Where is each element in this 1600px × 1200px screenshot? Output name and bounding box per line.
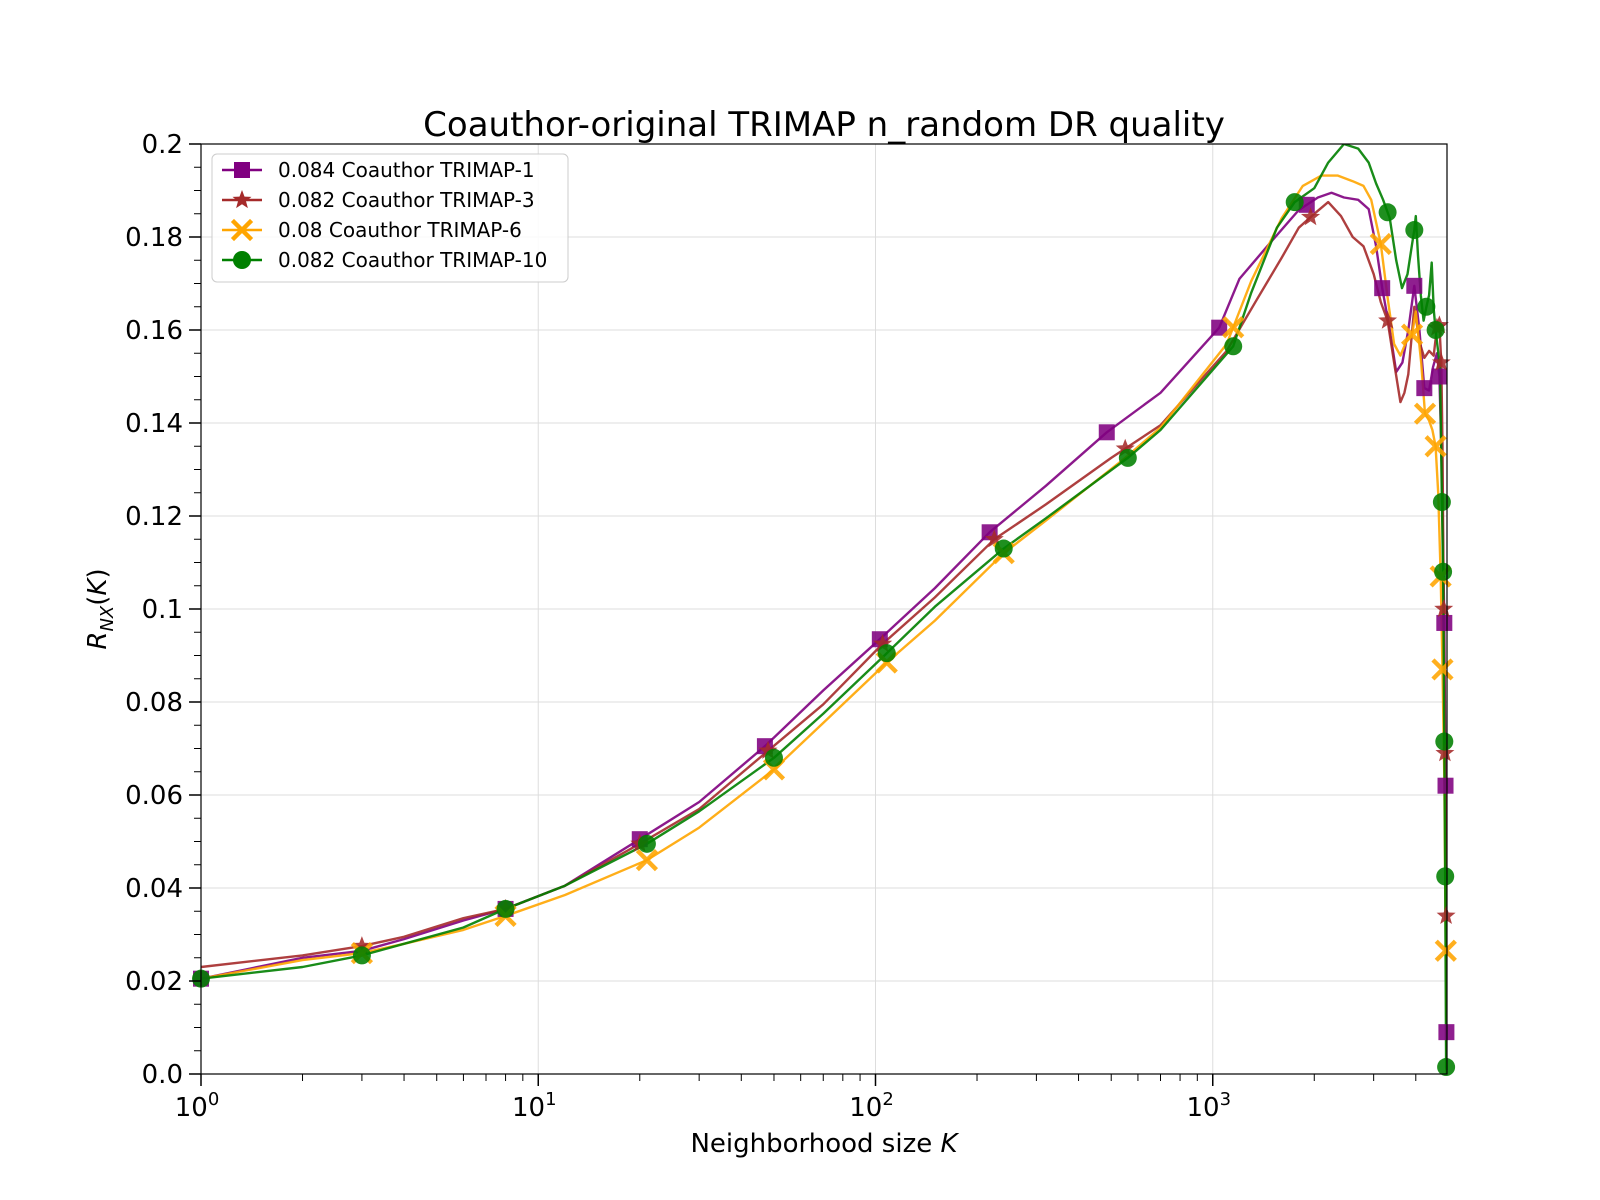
marker-star xyxy=(1435,743,1455,762)
y-tick-label: 0.0 xyxy=(142,1060,183,1090)
marker-x-stroke xyxy=(1424,435,1447,458)
x-axis-ticks: 100 101 102 103 xyxy=(175,1074,1231,1123)
y-tick-label: 0.02 xyxy=(125,967,183,997)
marker-circle xyxy=(1426,321,1445,339)
marker-x-stroke xyxy=(1222,316,1245,339)
marker-circle xyxy=(1405,221,1424,240)
series-line-1 xyxy=(201,191,1447,1074)
marker-square xyxy=(1374,280,1391,297)
legend-label: 0.08 Coauthor TRIMAP-6 xyxy=(278,218,522,242)
marker-circle xyxy=(1417,297,1436,316)
marker-circle xyxy=(1432,493,1451,512)
marker-circle xyxy=(1118,448,1137,467)
marker-square xyxy=(234,162,250,178)
marker-x xyxy=(635,848,659,872)
marker-circle xyxy=(1378,203,1397,222)
marker-square xyxy=(1416,380,1433,397)
minor-ticks xyxy=(194,166,1417,1081)
grid-lines xyxy=(200,143,1447,1075)
marker-circle xyxy=(1224,337,1243,356)
marker-star xyxy=(232,190,252,209)
marker-square xyxy=(1437,777,1454,794)
marker-x xyxy=(1431,658,1454,681)
marker-square xyxy=(1211,319,1228,336)
series-line-3 xyxy=(201,174,1447,1074)
marker-circle xyxy=(994,539,1013,558)
legend-label: 0.082 Coauthor TRIMAP-10 xyxy=(278,248,547,272)
marker-circle xyxy=(764,748,783,767)
legend-label: 0.084 Coauthor TRIMAP-1 xyxy=(278,158,535,182)
marker-circle xyxy=(1436,867,1455,886)
y-tick-label: 0.08 xyxy=(125,688,183,718)
legend-label: 0.082 Coauthor TRIMAP-3 xyxy=(278,188,535,212)
marker-circle xyxy=(233,251,251,269)
marker-circle xyxy=(1435,732,1454,751)
y-tick-label: 0.06 xyxy=(125,781,183,811)
marker-x xyxy=(1222,316,1245,339)
marker-x-stroke xyxy=(1413,402,1437,425)
marker-x xyxy=(1424,435,1447,458)
marker-x xyxy=(230,218,254,242)
x-axis-label: Neighborhood size K xyxy=(690,1129,959,1159)
marker-circle xyxy=(1285,193,1304,212)
marker-square xyxy=(1436,614,1453,631)
marker-x xyxy=(1400,323,1424,346)
marker-x-stroke xyxy=(1434,939,1457,962)
marker-x-stroke xyxy=(230,218,254,242)
marker-star xyxy=(1431,352,1451,371)
marker-x-stroke xyxy=(1369,232,1392,256)
marker-circle xyxy=(1437,1058,1456,1077)
marker-circle xyxy=(877,644,896,663)
marker-star xyxy=(1378,310,1398,329)
y-tick-label: 0.12 xyxy=(125,502,183,532)
marker-square xyxy=(1098,424,1115,441)
marker-x-stroke xyxy=(1400,323,1424,346)
y-axis-ticks: 0.0 0.02 0.04 0.06 0.08 0.1 0.12 0.14 0.16 0.18 0.… xyxy=(125,130,201,1090)
x-tick-label: 100 xyxy=(175,1089,220,1123)
marker-layer xyxy=(192,193,1457,1077)
legend-frame xyxy=(211,153,569,283)
marker-star xyxy=(1436,905,1456,924)
marker-circle xyxy=(496,899,515,918)
marker-x xyxy=(1434,939,1457,962)
x-tick-label: 101 xyxy=(512,1089,557,1123)
series-line-2 xyxy=(201,200,1447,1074)
y-tick-label: 0.14 xyxy=(125,409,183,439)
marker-square xyxy=(1431,368,1448,385)
marker-x-stroke xyxy=(635,848,659,872)
marker-star xyxy=(1434,599,1454,618)
y-axis-label: RNX(K) xyxy=(83,568,118,649)
marker-x xyxy=(1369,232,1392,256)
x-tick-label: 103 xyxy=(1186,1089,1231,1123)
y-tick-label: 0.04 xyxy=(125,874,183,904)
y-tick-label: 0.16 xyxy=(125,316,183,346)
chart-title: Coauthor-original TRIMAP n_random DR qua… xyxy=(423,105,1225,145)
y-tick-label: 0.18 xyxy=(125,223,183,253)
marker-x xyxy=(1413,402,1437,425)
legend: 0.084 Coauthor TRIMAP-1 0.082 Coauthor TR… xyxy=(211,153,569,283)
marker-circle xyxy=(637,834,656,853)
marker-star xyxy=(1301,207,1321,226)
marker-circle xyxy=(1434,562,1453,581)
y-tick-label: 0.1 xyxy=(142,595,183,625)
marker-star xyxy=(1115,438,1135,457)
marker-x-stroke xyxy=(1431,658,1454,681)
marker-star xyxy=(758,740,778,759)
x-tick-label: 102 xyxy=(849,1089,894,1123)
marker-star xyxy=(352,936,372,955)
marker-square xyxy=(1406,277,1423,294)
y-tick-label: 0.2 xyxy=(142,130,183,160)
marker-star xyxy=(984,529,1004,548)
marker-star xyxy=(873,633,893,652)
marker-circle xyxy=(352,946,371,965)
